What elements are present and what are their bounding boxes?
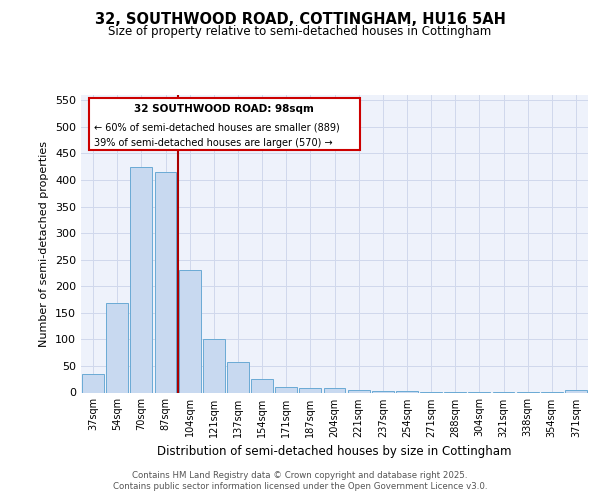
X-axis label: Distribution of semi-detached houses by size in Cottingham: Distribution of semi-detached houses by … <box>157 445 512 458</box>
Bar <box>251 379 273 392</box>
Bar <box>130 166 152 392</box>
Bar <box>227 362 249 392</box>
Text: Contains HM Land Registry data © Crown copyright and database right 2025.: Contains HM Land Registry data © Crown c… <box>132 471 468 480</box>
Text: 39% of semi-detached houses are larger (570) →: 39% of semi-detached houses are larger (… <box>94 138 332 147</box>
Bar <box>372 391 394 392</box>
Text: Contains public sector information licensed under the Open Government Licence v3: Contains public sector information licen… <box>113 482 487 491</box>
Bar <box>348 390 370 392</box>
Bar <box>299 388 321 392</box>
Bar <box>155 172 176 392</box>
Bar <box>565 390 587 392</box>
Bar <box>203 340 224 392</box>
Bar <box>179 270 200 392</box>
Bar <box>275 387 297 392</box>
Text: 32, SOUTHWOOD ROAD, COTTINGHAM, HU16 5AH: 32, SOUTHWOOD ROAD, COTTINGHAM, HU16 5AH <box>95 12 505 28</box>
Bar <box>323 388 346 392</box>
Text: Size of property relative to semi-detached houses in Cottingham: Size of property relative to semi-detach… <box>109 25 491 38</box>
Text: 32 SOUTHWOOD ROAD: 98sqm: 32 SOUTHWOOD ROAD: 98sqm <box>134 104 314 115</box>
Bar <box>106 303 128 392</box>
Bar <box>82 374 104 392</box>
FancyBboxPatch shape <box>89 98 360 150</box>
Text: ← 60% of semi-detached houses are smaller (889): ← 60% of semi-detached houses are smalle… <box>94 122 340 132</box>
Y-axis label: Number of semi-detached properties: Number of semi-detached properties <box>40 141 49 347</box>
